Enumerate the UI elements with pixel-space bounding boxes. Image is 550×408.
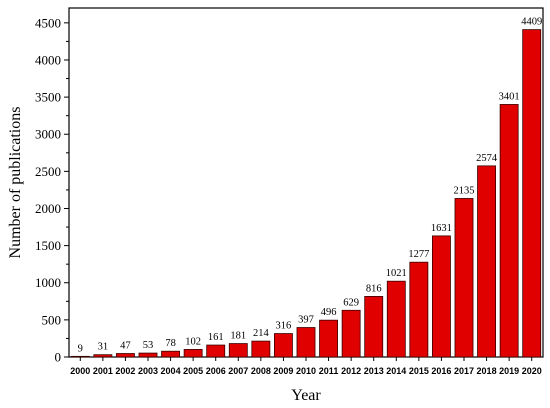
x-tick-label: 2011	[319, 366, 339, 376]
y-axis-title: Number of publications	[7, 107, 24, 259]
y-axis: 0 500 1000 1500 2000 2500 3000 3500 4000 4500	[35, 15, 69, 365]
bar	[431, 235, 451, 358]
data-label: 31	[98, 342, 109, 353]
bar	[273, 333, 293, 358]
y-tick-label: 1500	[35, 238, 61, 253]
y-tick-label: 2000	[35, 201, 61, 216]
bar	[251, 340, 271, 358]
y-tick-label: 3000	[35, 127, 61, 142]
data-label: 496	[321, 307, 337, 318]
x-tick-label: 2002	[115, 366, 135, 376]
bar	[70, 355, 90, 358]
y-tick-label: 500	[42, 312, 62, 327]
x-tick-label: 2009	[273, 366, 293, 376]
x-tick-label: 2003	[138, 366, 158, 376]
x-tick-label: 2008	[251, 366, 271, 376]
bar	[409, 261, 429, 358]
data-label: 214	[253, 328, 270, 339]
bar	[116, 353, 135, 358]
data-label: 2135	[454, 185, 475, 196]
x-tick-label: 2016	[431, 366, 451, 376]
x-tick-label: 2017	[454, 366, 474, 376]
x-tick-label: 2020	[522, 366, 542, 376]
x-axis: 2000 2001 2002 2003 2004 2005 2006 2007 2008 2009…	[70, 357, 542, 376]
data-label: 102	[185, 336, 201, 347]
bar	[341, 309, 361, 358]
bar	[319, 319, 338, 358]
data-label: 397	[298, 315, 314, 326]
bar	[364, 296, 384, 358]
x-tick-label: 2005	[183, 366, 203, 376]
data-label: 53	[143, 340, 154, 351]
data-label: 316	[276, 321, 292, 332]
x-tick-label: 2004	[161, 366, 181, 376]
x-tick-label: 2013	[364, 366, 384, 376]
data-label: 1631	[431, 223, 452, 234]
bar	[161, 350, 181, 358]
x-tick-label: 2019	[499, 366, 519, 376]
bar	[228, 343, 248, 358]
data-label: 1277	[408, 249, 429, 260]
x-tick-label: 2014	[386, 366, 406, 376]
data-label: 629	[343, 297, 359, 308]
x-tick-label: 2001	[93, 366, 113, 376]
x-tick-label: 2000	[70, 366, 90, 376]
bar	[296, 327, 316, 358]
bar	[522, 29, 542, 358]
data-label: 816	[366, 283, 382, 294]
data-labels: 9 31 47 53 78 102 161 181 214 316 397 496 629 816 1021…	[78, 17, 543, 355]
data-label: 9	[78, 343, 83, 354]
y-tick-label: 4500	[35, 15, 61, 30]
x-tick-label: 2015	[409, 366, 429, 376]
data-label: 181	[230, 331, 246, 342]
bar	[386, 280, 406, 358]
x-tick-label: 2007	[228, 366, 248, 376]
y-tick-label: 1000	[35, 275, 61, 290]
bar	[206, 344, 226, 358]
data-label: 47	[120, 341, 131, 352]
bar-series	[70, 29, 542, 358]
data-label: 2574	[476, 153, 498, 164]
y-tick-label: 2500	[35, 164, 61, 179]
data-label: 1021	[386, 268, 407, 279]
bar	[138, 352, 158, 358]
x-tick-label: 2006	[206, 366, 226, 376]
bar	[477, 165, 496, 358]
bar	[499, 104, 519, 358]
y-tick-label: 0	[55, 350, 62, 365]
bar	[454, 198, 474, 358]
x-axis-title: Year	[291, 387, 321, 404]
data-label: 78	[165, 338, 176, 349]
x-tick-label: 2018	[477, 366, 497, 376]
x-tick-label: 2012	[341, 366, 361, 376]
y-tick-label: 3500	[35, 90, 61, 105]
bar	[93, 354, 113, 358]
y-tick-label: 4000	[35, 52, 61, 67]
x-tick-label: 2010	[296, 366, 316, 376]
data-label: 3401	[499, 91, 520, 102]
data-label: 4409	[521, 17, 542, 28]
data-label: 161	[208, 332, 224, 343]
bar	[183, 349, 203, 358]
